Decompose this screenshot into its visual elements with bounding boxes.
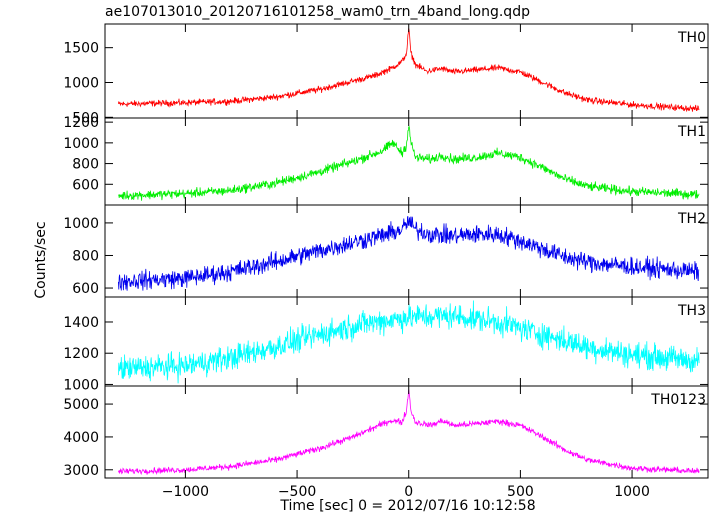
y-tick-label: 1200 xyxy=(63,346,99,362)
series-line-th1 xyxy=(118,125,700,201)
y-tick-label: 1000 xyxy=(63,75,99,91)
chart-title: ae107013010_20120716101258_wam0_trn_4ban… xyxy=(105,4,530,20)
panel-label-th0123: TH0123 xyxy=(650,392,706,408)
y-tick-label: 800 xyxy=(72,157,99,173)
panel-label-th2: TH2 xyxy=(677,211,706,227)
panels-group: 500 1000 1500 TH0 600 800 1000 1200 TH1 600 800 100… xyxy=(63,23,709,500)
panel-frame-th0123 xyxy=(104,385,709,479)
panel-frame-th3 xyxy=(104,296,709,387)
y-tick-label: 500 xyxy=(72,110,99,126)
x-axis-label: Time [sec] 0 = 2012/07/16 10:12:58 xyxy=(279,498,535,514)
y-tick-label: 1000 xyxy=(63,136,99,152)
series-line-th0 xyxy=(118,28,700,112)
panel-label-th3: TH3 xyxy=(677,303,706,319)
y-axis-label: Counts/sec xyxy=(33,221,49,298)
x-tick-label: 500 xyxy=(507,484,534,500)
y-tick-label: 1500 xyxy=(63,41,99,57)
y-tick-label: 1200 xyxy=(63,115,99,131)
y-tick-label: 600 xyxy=(72,281,99,297)
y-tick-label: 5000 xyxy=(63,397,99,413)
panel-frame-th2 xyxy=(104,204,709,298)
x-tick-label: −1000 xyxy=(162,484,209,500)
y-tick-label: 1000 xyxy=(63,216,99,232)
series-line-th3 xyxy=(118,300,700,384)
y-tick-label: 600 xyxy=(72,177,99,193)
x-tick-label: −500 xyxy=(278,484,316,500)
series-line-th0123 xyxy=(118,389,700,476)
y-tick-label: 1400 xyxy=(63,315,99,331)
series-line-th2 xyxy=(118,216,700,291)
x-tick-label: 0 xyxy=(404,484,413,500)
x-tick-label: 1000 xyxy=(614,484,650,500)
y-tick-label: 4000 xyxy=(63,430,99,446)
y-tick-label: 800 xyxy=(72,248,99,264)
panel-label-th1: TH1 xyxy=(677,124,706,140)
panel-label-th0: TH0 xyxy=(677,30,706,46)
y-tick-label: 3000 xyxy=(63,463,99,479)
y-tick-label: 1000 xyxy=(63,377,99,393)
